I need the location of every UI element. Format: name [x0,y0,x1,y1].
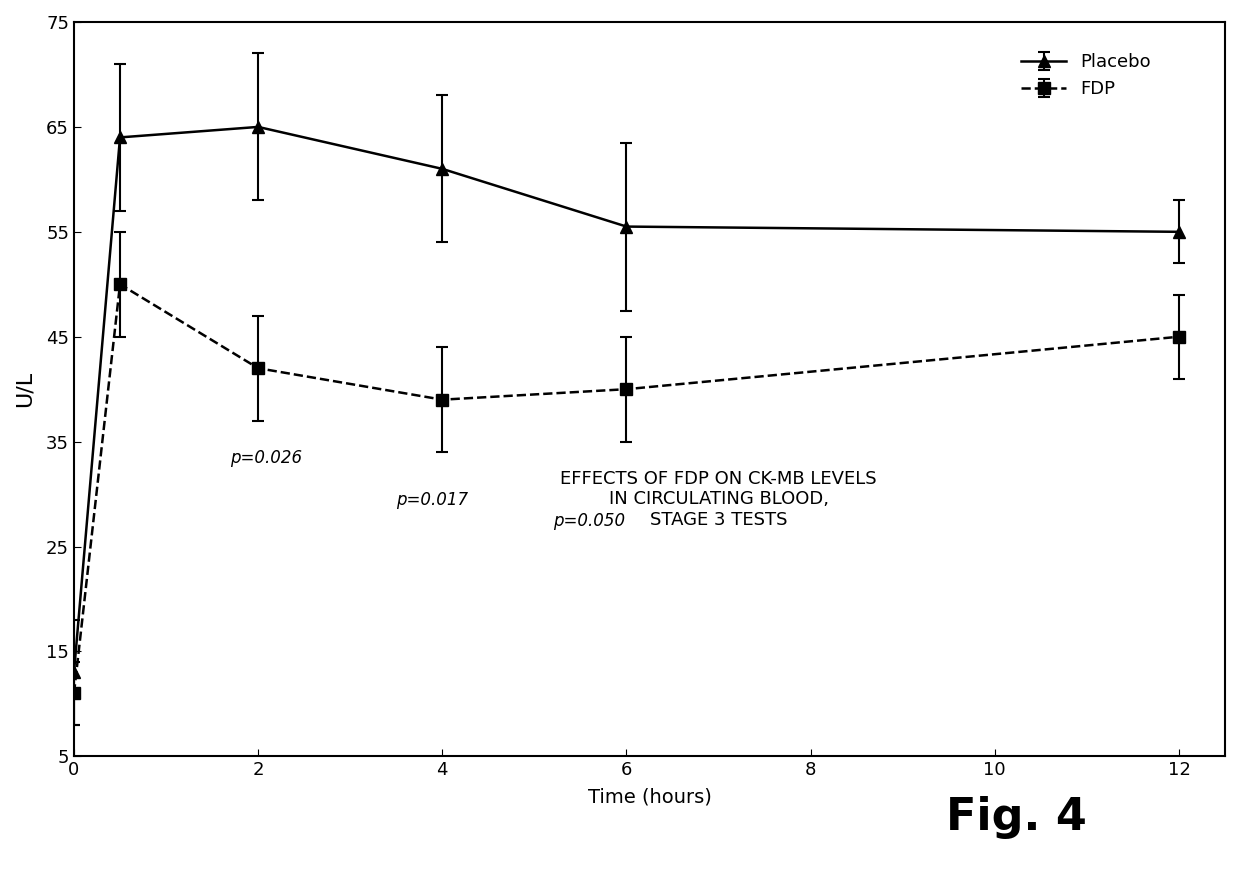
Text: Fig. 4: Fig. 4 [946,796,1087,839]
Text: p=0.017: p=0.017 [397,490,469,509]
Y-axis label: U/L: U/L [15,371,35,407]
Legend: Placebo, FDP: Placebo, FDP [1014,45,1158,105]
X-axis label: Time (hours): Time (hours) [588,787,712,807]
Text: p=0.026: p=0.026 [231,448,303,467]
Text: p=0.050: p=0.050 [553,511,625,530]
Text: EFFECTS OF FDP ON CK-MB LEVELS
IN CIRCULATING BLOOD,
STAGE 3 TESTS: EFFECTS OF FDP ON CK-MB LEVELS IN CIRCUL… [560,469,877,529]
